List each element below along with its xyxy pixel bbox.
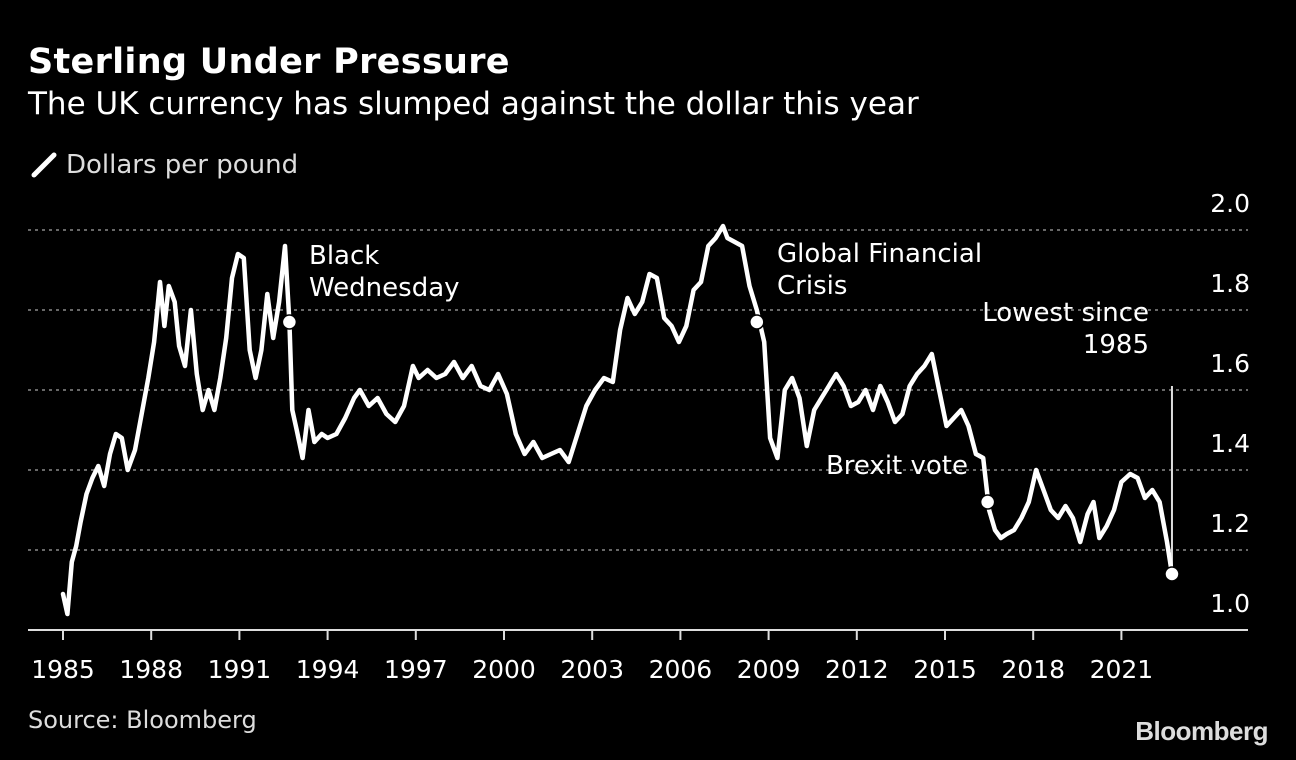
annotation-label: Brexit vote: [826, 451, 968, 481]
y-tick-label: 1.8: [1210, 269, 1250, 298]
annotation-label: Lowest since: [982, 298, 1149, 328]
x-tick-label: 1988: [119, 655, 183, 684]
x-tick-label: 2009: [737, 655, 801, 684]
legend: Dollars per pound: [30, 150, 298, 180]
y-tick-label: 1.0: [1210, 589, 1250, 618]
x-tick-label: 2012: [825, 655, 889, 684]
chart-subtitle: The UK currency has slumped against the …: [28, 86, 919, 122]
x-tick-label: 1997: [384, 655, 448, 684]
x-tick-label: 1991: [208, 655, 272, 684]
highlight-dot: [979, 494, 996, 510]
x-tick-label: 1994: [296, 655, 360, 684]
annotation-label: Global Financial: [777, 239, 982, 269]
y-tick-label: 2.0: [1210, 189, 1250, 218]
annotation-label: Black: [309, 241, 379, 271]
series-line: [60, 223, 1175, 617]
x-tick-label: 2021: [1090, 655, 1154, 684]
y-tick-label: 1.6: [1210, 349, 1250, 378]
annotation-label: 1985: [1083, 330, 1149, 360]
legend-line-icon: [31, 152, 57, 178]
x-tick-label: 2000: [472, 655, 536, 684]
highlight-dot: [749, 314, 765, 330]
annotation-label: Crisis: [777, 271, 847, 301]
highlight-dot: [1164, 566, 1180, 582]
chart-title: Sterling Under Pressure: [28, 42, 510, 82]
legend-label: Dollars per pound: [66, 150, 299, 180]
x-tick-label: 1985: [31, 655, 95, 684]
x-tick-label: 2018: [1001, 655, 1065, 684]
y-tick-label: 1.4: [1210, 429, 1250, 458]
y-tick-label: 1.2: [1210, 509, 1250, 538]
highlight-dot: [281, 314, 298, 330]
annotation-label: Wednesday: [309, 273, 460, 303]
bloomberg-logo: Bloomberg: [1135, 716, 1268, 746]
x-tick-label: 2015: [913, 655, 977, 684]
x-tick-label: 2006: [649, 655, 713, 684]
source-note: Source: Bloomberg: [28, 706, 257, 734]
x-tick-label: 2003: [560, 655, 624, 684]
